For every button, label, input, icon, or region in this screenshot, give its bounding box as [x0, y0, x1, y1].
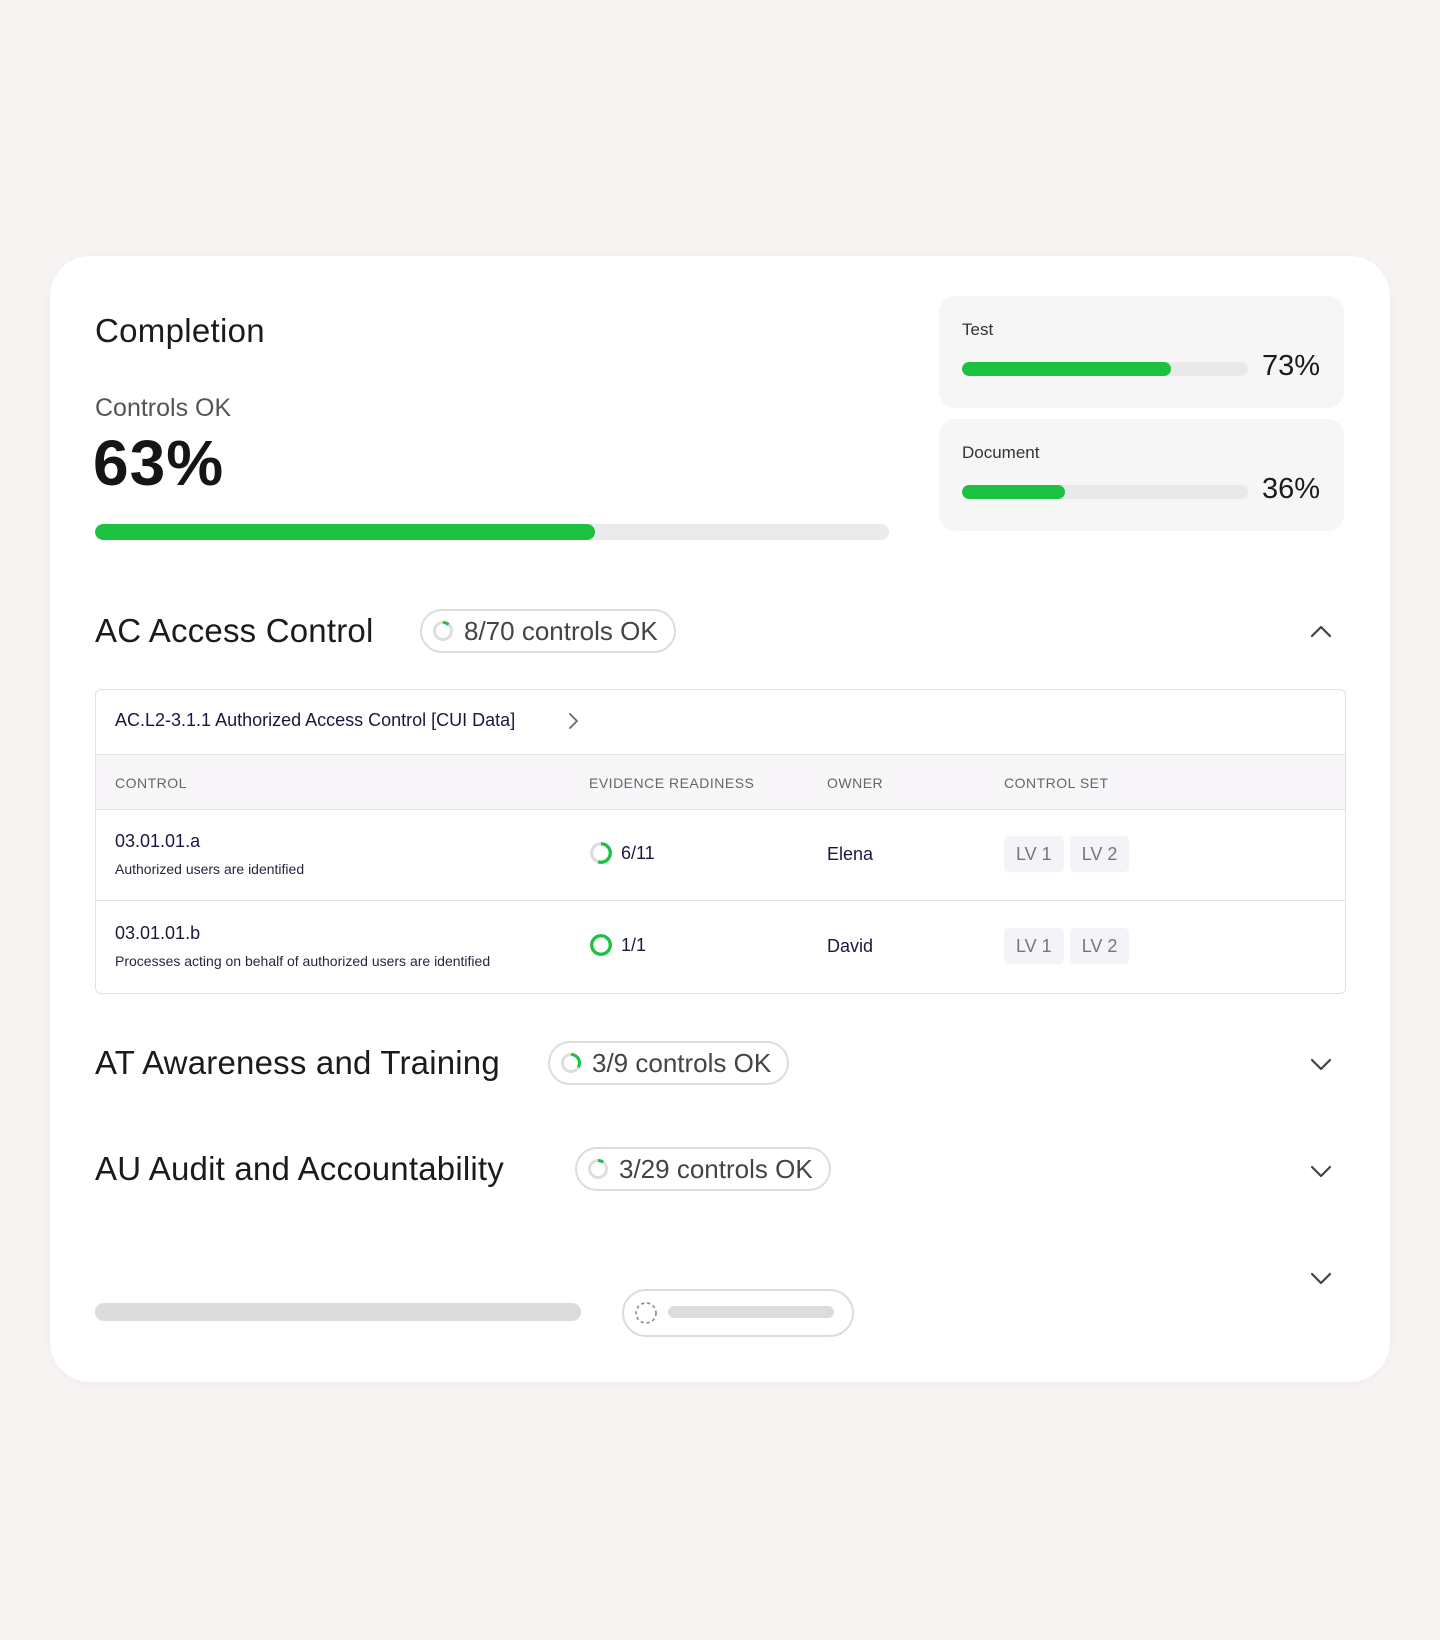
completion-title: Completion	[95, 312, 265, 349]
document-label: Document	[962, 443, 1040, 462]
evidence-readiness: 6/11	[589, 841, 655, 865]
controls-ok-label: Controls OK	[95, 394, 232, 422]
test-label: Test	[962, 320, 994, 339]
controls-table: AC.L2-3.1.1 Authorized Access Control [C…	[95, 689, 1346, 994]
evidence-count: 1/1	[621, 934, 647, 955]
control-set-tag: LV 2	[1069, 928, 1130, 964]
evidence-readiness: 1/1	[589, 933, 646, 957]
section-badge-label: 8/70 controls OK	[464, 615, 658, 646]
test-stat-card: Test 73%	[939, 296, 1344, 408]
loading-badge-text-placeholder	[668, 1306, 834, 1318]
section-badge-label: 3/9 controls OK	[592, 1047, 772, 1078]
document-progress-bar	[962, 485, 1248, 499]
owner-name: Elena	[827, 844, 874, 864]
header-owner[interactable]: OWNER	[827, 775, 884, 791]
table-row[interactable]: 03.01.01.a Authorized users are identifi…	[96, 809, 1345, 901]
document-progress-fill	[962, 485, 1065, 499]
loading-ring-icon	[635, 1302, 657, 1324]
controls-ok-value: 63%	[93, 427, 225, 499]
test-progress-fill	[962, 362, 1171, 376]
table-row[interactable]: 03.01.01.b Processes acting on behalf of…	[96, 901, 1345, 992]
progress-ring-icon	[433, 621, 453, 641]
control-code: 03.01.01.a	[115, 831, 201, 851]
section-badge-label: 3/29 controls OK	[619, 1153, 813, 1184]
section-badge-au: 3/29 controls OK	[575, 1147, 831, 1191]
owner-name: David	[827, 936, 874, 956]
section-title-au[interactable]: AU Audit and Accountability	[95, 1150, 504, 1187]
chevron-down-icon[interactable]	[1305, 1155, 1337, 1187]
control-set-tags: LV 1 LV 2	[1004, 928, 1130, 964]
control-description: Authorized users are identified	[115, 861, 305, 877]
section-badge-ac: 8/70 controls OK	[420, 609, 676, 653]
chevron-down-icon[interactable]	[1305, 1262, 1337, 1294]
controls-progress-bar	[95, 524, 889, 540]
control-set-tag: LV 2	[1069, 836, 1130, 872]
section-title-ac[interactable]: AC Access Control	[95, 612, 374, 649]
section-title-at[interactable]: AT Awareness and Training	[95, 1044, 500, 1081]
progress-ring-icon	[590, 842, 612, 864]
control-set-tags: LV 1 LV 2	[1004, 836, 1130, 872]
evidence-count: 6/11	[621, 842, 655, 863]
section-badge-at: 3/9 controls OK	[548, 1041, 790, 1085]
header-evidence-readiness[interactable]: EVIDENCE READINESS	[589, 775, 755, 791]
table-header: CONTROL EVIDENCE READINESS OWNER CONTROL…	[96, 754, 1345, 810]
loading-badge-placeholder	[622, 1289, 854, 1337]
controls-progress-fill	[95, 524, 596, 540]
header-control-set[interactable]: CONTROL SET	[1004, 775, 1109, 791]
progress-ring-icon	[588, 1159, 608, 1179]
control-set-tag: LV 1	[1004, 836, 1064, 872]
test-progress-bar	[962, 362, 1248, 376]
chevron-up-icon[interactable]	[1305, 616, 1337, 648]
header-control[interactable]: CONTROL	[115, 775, 187, 791]
control-set-tag: LV 1	[1004, 928, 1064, 964]
completion-card: Completion Controls OK 63% Test 73% Docu…	[50, 256, 1390, 1382]
requirement-link[interactable]: AC.L2-3.1.1 Authorized Access Control [C…	[115, 710, 516, 730]
progress-ring-icon	[561, 1053, 581, 1073]
control-description: Processes acting on behalf of authorized…	[115, 953, 491, 969]
document-stat-card: Document 36%	[939, 419, 1344, 531]
loading-section-title-placeholder	[95, 1303, 581, 1321]
test-percent: 73%	[1261, 350, 1320, 382]
chevron-down-icon[interactable]	[1305, 1048, 1337, 1080]
progress-ring-icon	[590, 934, 612, 956]
document-percent: 36%	[1261, 473, 1320, 505]
control-code: 03.01.01.b	[115, 923, 201, 943]
chevron-right-icon[interactable]	[562, 710, 584, 732]
